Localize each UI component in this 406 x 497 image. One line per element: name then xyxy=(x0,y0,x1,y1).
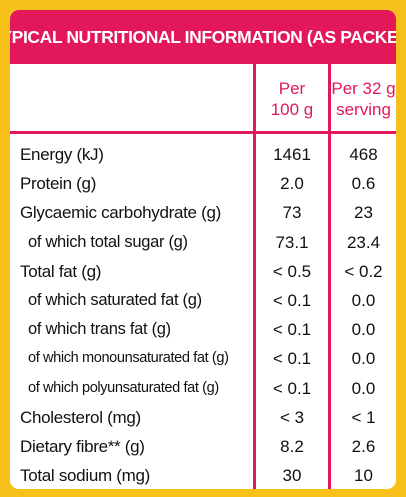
row-label: of which saturated fat (g) xyxy=(28,290,202,309)
row-value-per-100g: < 0.1 xyxy=(272,290,312,310)
row-label: Total sodium (mg) xyxy=(20,466,150,486)
column-divider-left xyxy=(253,64,256,489)
table-row: of which monounsaturated fat (g) < 0.1 0… xyxy=(10,344,396,373)
row-value-per-serving: 10 xyxy=(354,466,373,486)
column-divider-right xyxy=(328,64,331,489)
row-value-per-serving: < 0.2 xyxy=(344,261,383,281)
row-value-per-100g: 8.2 xyxy=(280,436,304,456)
row-value-per-100g: < 0.1 xyxy=(272,378,312,398)
row-label: of which total sugar (g) xyxy=(28,232,188,251)
nutrition-panel: TYPICAL NUTRITIONAL INFORMATION (AS PACK… xyxy=(10,10,396,489)
table-row: Energy (kJ) 1461 468 xyxy=(10,140,396,169)
row-value-per-100g: < 0.5 xyxy=(272,261,312,281)
table-row: of which saturated fat (g) < 0.1 0.0 xyxy=(10,286,396,315)
table-row: Glycaemic carbohydrate (g) 73 23 xyxy=(10,198,396,227)
table-row: Dietary fibre** (g) 8.2 2.6 xyxy=(10,432,396,461)
row-value-per-serving: 2.6 xyxy=(351,436,376,456)
row-value-per-serving: 0.6 xyxy=(351,174,376,194)
row-label: Dietary fibre** (g) xyxy=(20,436,145,456)
column-header-per-100g-line2: 100 g xyxy=(270,100,314,119)
row-value-per-serving: 0.0 xyxy=(351,290,376,310)
row-label: of which trans fat (g) xyxy=(28,320,171,339)
column-header-per-serving-line2: serving xyxy=(336,100,391,119)
column-header-per-100g-line1: Per xyxy=(278,79,306,98)
column-header-per-serving: Per 32 g serving xyxy=(331,68,396,130)
row-value-per-serving: 468 xyxy=(349,145,378,164)
table-row: of which polyunsaturated fat (g) < 0.1 0… xyxy=(10,374,396,403)
row-value-per-100g: 30 xyxy=(282,466,302,486)
row-label: Cholesterol (mg) xyxy=(20,407,141,427)
row-value-per-100g: 73 xyxy=(282,203,302,223)
row-value-per-100g: < 3 xyxy=(279,407,305,427)
table-title: TYPICAL NUTRITIONAL INFORMATION (AS PACK… xyxy=(10,10,396,64)
nutrition-rows: Energy (kJ) 1461 468 Protein (g) 2.0 0.6… xyxy=(10,134,396,489)
row-label: of which monounsaturated fat (g) xyxy=(28,350,229,367)
row-label: Glycaemic carbohydrate (g) xyxy=(20,203,221,223)
row-label: Energy (kJ) xyxy=(20,145,104,164)
row-value-per-100g: 73.1 xyxy=(275,232,309,252)
table-row: Protein (g) 2.0 0.6 xyxy=(10,169,396,198)
row-value-per-serving: 23 xyxy=(354,203,373,223)
row-value-per-100g: < 0.1 xyxy=(272,320,312,340)
row-label: of which polyunsaturated fat (g) xyxy=(28,379,219,396)
table-row: Total fat (g) < 0.5 < 0.2 xyxy=(10,257,396,286)
table-row: Total sodium (mg) 30 10 xyxy=(10,461,396,489)
header-divider xyxy=(10,131,396,134)
table-row: Cholesterol (mg) < 3 < 1 xyxy=(10,403,396,432)
row-label: Protein (g) xyxy=(20,174,97,194)
row-value-per-serving: 0.0 xyxy=(351,378,376,398)
row-value-per-serving: < 1 xyxy=(351,407,376,427)
row-value-per-serving: 0.0 xyxy=(351,349,376,369)
column-header-per-100g: Per 100 g xyxy=(256,68,328,130)
column-header-per-serving-line1: Per 32 g xyxy=(331,79,396,98)
table-row: of which total sugar (g) 73.1 23.4 xyxy=(10,228,396,257)
row-value-per-100g: 2.0 xyxy=(280,174,304,194)
row-value-per-serving: 23.4 xyxy=(346,232,381,252)
table-row: of which trans fat (g) < 0.1 0.0 xyxy=(10,315,396,344)
row-value-per-serving: 0.0 xyxy=(351,320,376,340)
row-value-per-100g: < 0.1 xyxy=(272,349,312,369)
row-value-per-100g: 1461 xyxy=(273,145,311,164)
row-label: Total fat (g) xyxy=(20,261,102,281)
